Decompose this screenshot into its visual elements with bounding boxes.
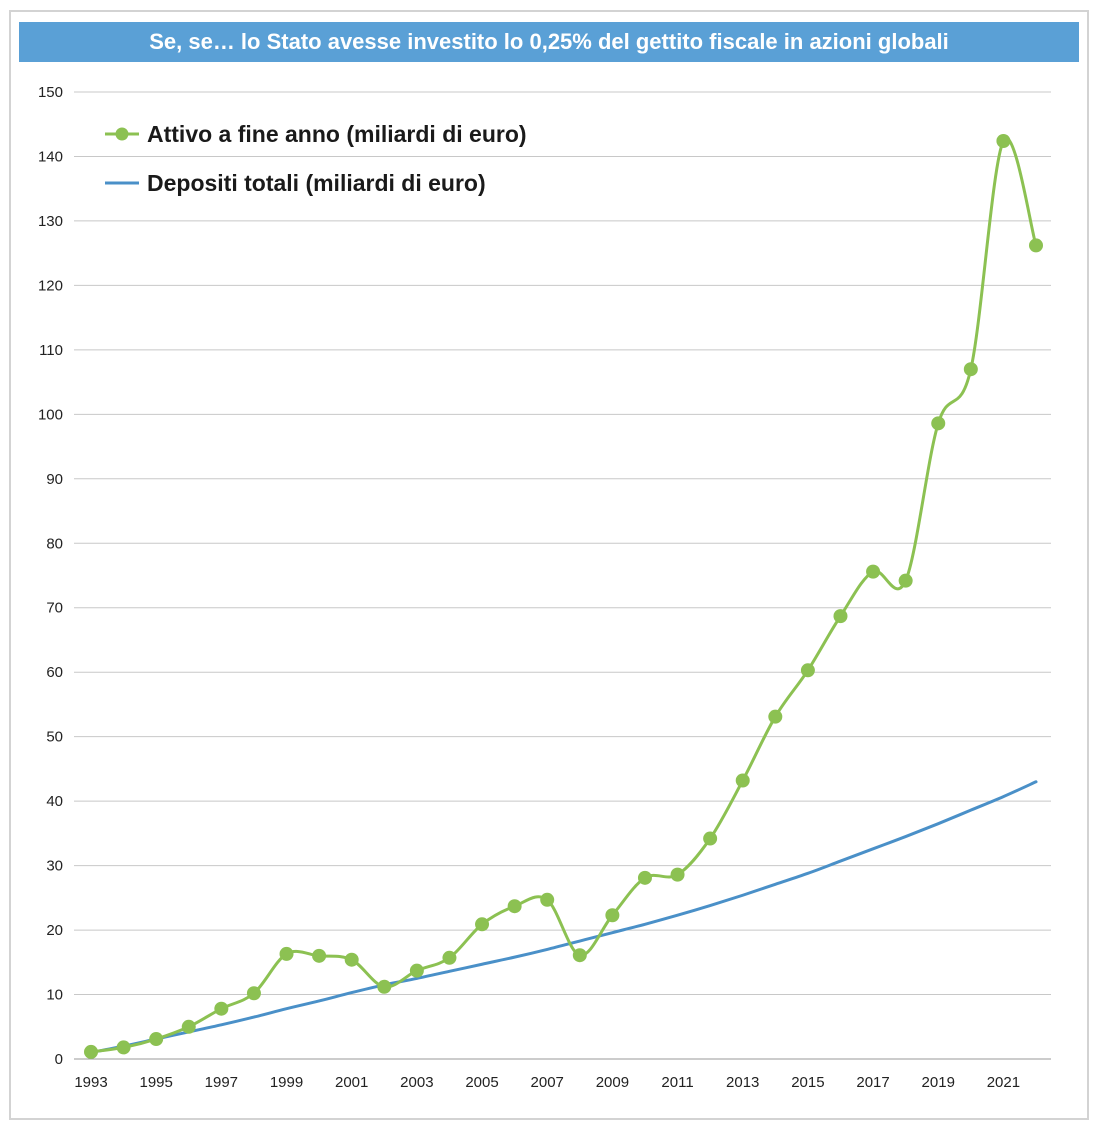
attivo-point [116, 1040, 131, 1055]
attivo-point [898, 573, 913, 588]
legend: Attivo a fine anno (miliardi di euro) Dep… [105, 121, 527, 196]
y-tick-label: 130 [38, 213, 63, 230]
attivo-point [246, 986, 261, 1001]
x-axis-tick-labels: 1993 1995 1997 1999 2001 2003 2005 2007 2009 2011… [74, 1074, 1020, 1091]
attivo-point [800, 663, 815, 678]
attivo-point [735, 773, 750, 788]
chart-area: 0 10 20 30 40 50 60 70 80 90 100 110 120 130 140 150 19… [19, 62, 1079, 1112]
y-tick-label: 20 [46, 922, 63, 939]
legend-label: Attivo a fine anno (miliardi di euro) [147, 121, 527, 147]
x-tick-label: 2005 [465, 1074, 498, 1091]
y-tick-label: 90 [46, 471, 63, 488]
attivo-point [637, 870, 652, 885]
attivo-point [475, 917, 490, 932]
y-tick-label: 80 [46, 535, 63, 552]
y-tick-label: 40 [46, 793, 63, 810]
attivo-point [703, 831, 718, 846]
attivo-point [1029, 238, 1043, 253]
attivo-point [507, 899, 522, 914]
legend-swatch-marker [115, 127, 129, 141]
attivo-point [442, 950, 457, 965]
attivo-point [605, 908, 620, 923]
attivo-point [181, 1019, 196, 1034]
attivo-point [377, 979, 392, 994]
attivo-point [214, 1001, 229, 1016]
attivo-point [84, 1044, 98, 1059]
attivo-line [89, 136, 1038, 1054]
attivo-point [344, 952, 359, 967]
x-tick-label: 1997 [205, 1074, 238, 1091]
x-tick-label: 1993 [74, 1074, 107, 1091]
chart-title: Se, se… lo Stato avesse investito lo 0,2… [19, 22, 1079, 62]
attivo-point [149, 1032, 164, 1047]
x-tick-label: 2015 [791, 1074, 824, 1091]
x-tick-label: 2007 [531, 1074, 564, 1091]
x-tick-label: 2021 [987, 1074, 1020, 1091]
attivo-point [931, 416, 946, 431]
y-tick-label: 10 [46, 987, 63, 1004]
series-layer [84, 133, 1043, 1059]
depositi-line [89, 780, 1038, 1055]
attivo-point [572, 948, 587, 963]
x-tick-label: 2011 [661, 1074, 693, 1091]
x-tick-label: 2001 [335, 1074, 368, 1091]
x-tick-label: 2003 [400, 1074, 433, 1091]
attivo-point [279, 946, 294, 961]
attivo-point [768, 709, 783, 724]
attivo-point [996, 133, 1011, 148]
y-tick-label: 50 [46, 729, 63, 746]
y-tick-label: 120 [38, 277, 63, 294]
y-tick-label: 140 [38, 148, 63, 165]
attivo-point [409, 963, 424, 978]
attivo-point [540, 892, 555, 907]
legend-label: Depositi totali (miliardi di euro) [147, 170, 486, 196]
y-tick-label: 60 [46, 664, 63, 681]
y-tick-label: 0 [55, 1051, 63, 1068]
x-tick-label: 2017 [856, 1074, 889, 1091]
y-tick-label: 150 [38, 84, 63, 101]
y-tick-label: 30 [46, 858, 63, 875]
y-tick-label: 70 [46, 600, 63, 617]
attivo-point [963, 362, 978, 377]
attivo-point [833, 609, 848, 624]
y-axis-tick-labels: 0 10 20 30 40 50 60 70 80 90 100 110 120 130 140 150 [38, 84, 63, 1068]
attivo-point [312, 948, 327, 963]
grid-lines [74, 91, 1051, 1060]
x-tick-label: 2013 [726, 1074, 759, 1091]
attivo-point [866, 564, 881, 579]
x-tick-label: 1995 [139, 1074, 172, 1091]
x-tick-label: 2019 [922, 1074, 955, 1091]
x-tick-label: 1999 [270, 1074, 303, 1091]
y-tick-label: 100 [38, 406, 63, 423]
y-tick-label: 110 [39, 342, 63, 359]
line-chart: 0 10 20 30 40 50 60 70 80 90 100 110 120 130 140 150 19… [38, 84, 1051, 1091]
attivo-point [670, 867, 685, 882]
x-tick-label: 2009 [596, 1074, 629, 1091]
